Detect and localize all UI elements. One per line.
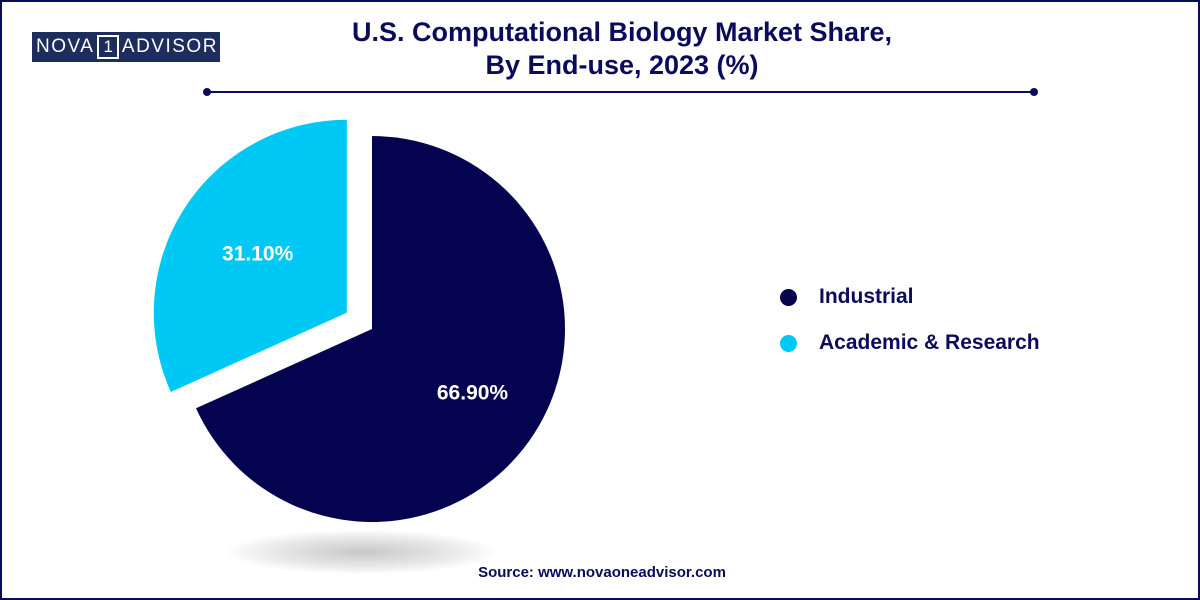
pie-label-industrial: 66.90% <box>437 382 509 405</box>
logo-text-right: ADVISOR <box>121 36 218 57</box>
source-note: Source: www.novaoneadvisor.com <box>478 564 726 581</box>
logo-text-left: NOVA <box>36 36 95 57</box>
legend-swatch-academic-research <box>780 334 797 352</box>
divider-dot-right <box>1030 88 1038 96</box>
title-divider <box>206 91 1034 93</box>
legend-label-industrial: Industrial <box>819 285 914 308</box>
brand-logo: NOVA 1 ADVISOR <box>32 32 220 62</box>
pie-slice-academic-research <box>153 119 347 392</box>
divider-dot-left <box>203 88 211 96</box>
pie-shadow <box>227 530 497 574</box>
chart-title: U.S. Computational Biology Market Share,… <box>302 16 942 82</box>
pie-labels: 66.90% 31.10% <box>222 243 508 405</box>
legend-swatch-industrial <box>780 288 797 306</box>
legend-item-academic-research: Academic & Research <box>780 328 1040 358</box>
chart-title-line-2: By End-use, 2023 (%) <box>485 50 759 80</box>
logo-digit: 1 <box>97 35 119 59</box>
chart-legend: Industrial Academic & Research <box>780 282 1040 374</box>
chart-title-line-1: U.S. Computational Biology Market Share, <box>351 17 893 47</box>
pie-slice-industrial <box>196 136 565 522</box>
legend-item-industrial: Industrial <box>780 282 1040 312</box>
pie-label-academic-research: 31.10% <box>222 243 294 266</box>
pie-slices <box>153 119 565 522</box>
legend-label-academic-research: Academic & Research <box>819 331 1040 354</box>
